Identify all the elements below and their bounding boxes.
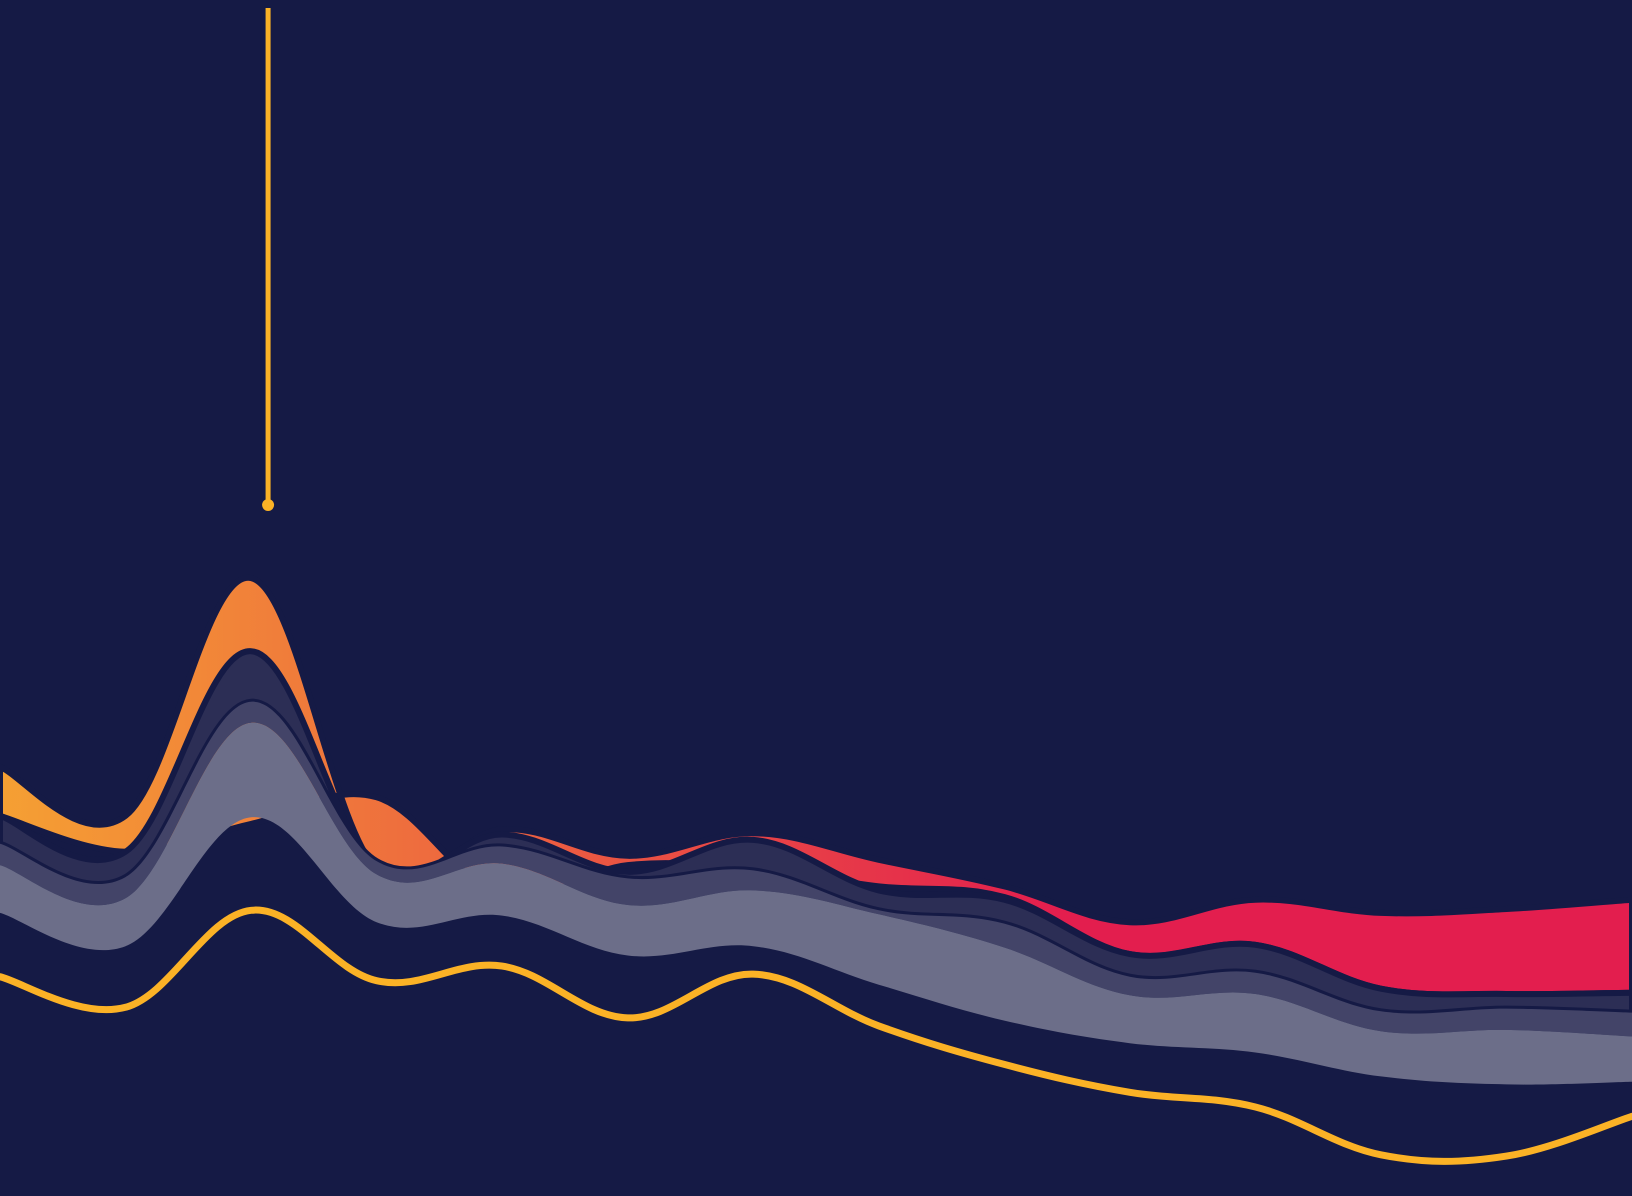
series-line-line-gold: [0, 906, 1632, 1165]
highlight-pin-dot: [262, 498, 275, 511]
series-band-band-light: [0, 722, 1632, 1085]
highlight-pin: [262, 8, 275, 511]
